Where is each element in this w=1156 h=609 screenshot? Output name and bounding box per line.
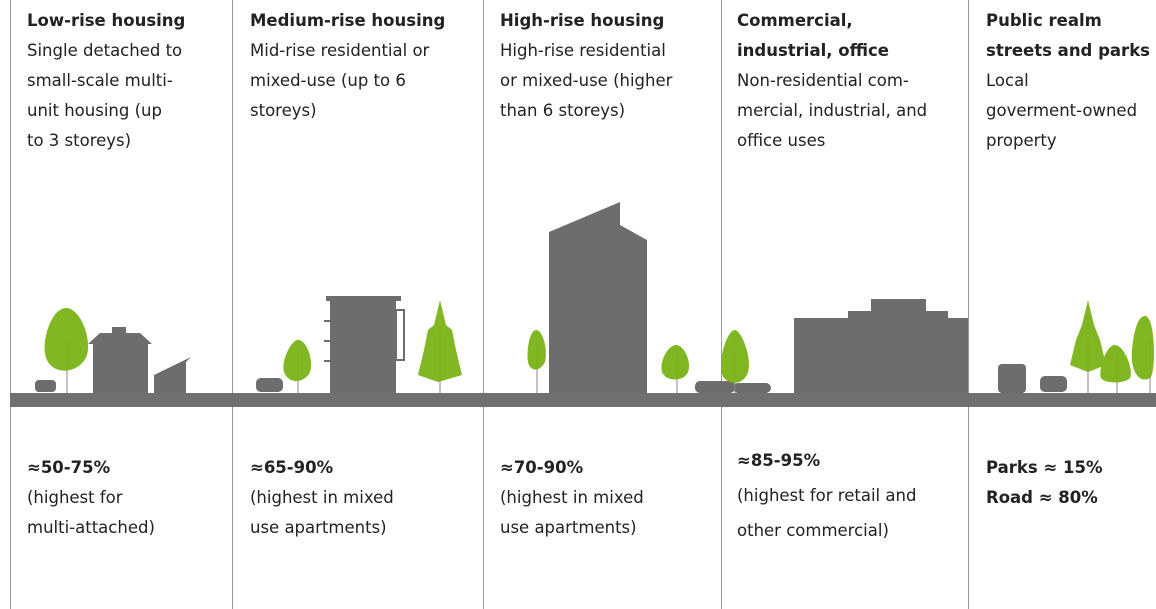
ground: [10, 393, 1156, 407]
stat-note: (highest in mixed: [500, 483, 644, 513]
stat-note: (highest in mixed: [250, 483, 394, 513]
stat-value: ≈50-75%: [27, 453, 155, 483]
column-description: mercial, industrial, and: [737, 96, 927, 126]
stat-note: use apartments): [500, 513, 644, 543]
column-title: streets and parks: [986, 36, 1156, 66]
column-description: mixed-use (up to 6: [250, 66, 445, 96]
column-description: storeys): [250, 96, 445, 126]
column-stat: Parks ≈ 15%Road ≈ 80%: [986, 453, 1156, 513]
column-description: to 3 storeys): [27, 126, 185, 156]
stat-note: (highest for retail and: [737, 478, 916, 513]
column-description: High-rise residential: [500, 36, 672, 66]
column-description: property: [986, 126, 1156, 156]
column-title: High-rise housing: [500, 6, 672, 36]
column-description: Single detached to: [27, 36, 185, 66]
column-description: Non-residential com-: [737, 66, 927, 96]
stat-note: multi-attached): [27, 513, 155, 543]
column-description: Local: [986, 66, 1156, 96]
column-title: Public realm: [986, 6, 1156, 36]
column-title: Commercial,: [737, 6, 927, 36]
stat-value: ≈65-90%: [250, 453, 394, 483]
column-description: small-scale multi-: [27, 66, 185, 96]
column-title: Medium-rise housing: [250, 6, 445, 36]
column-description: office uses: [737, 126, 927, 156]
column-description: Mid-rise residential or: [250, 36, 445, 66]
page: (() => { const data = JSON.parse(documen…: [0, 0, 1156, 609]
column-description: goverment-owned: [986, 96, 1156, 126]
column-title: Low-rise housing: [27, 6, 185, 36]
column-description: unit housing (up: [27, 96, 185, 126]
buildings: [88, 202, 968, 393]
column-title: industrial, office: [737, 36, 927, 66]
stat-note: (highest for: [27, 483, 155, 513]
stat-note: other commercial): [737, 513, 916, 548]
column-description: or mixed-use (higher: [500, 66, 672, 96]
stat-value: Parks ≈ 15%: [986, 453, 1156, 483]
column-description: than 6 storeys): [500, 96, 672, 126]
stat-value: Road ≈ 80%: [986, 483, 1156, 513]
stat-note: use apartments): [250, 513, 394, 543]
stat-value: ≈85-95%: [737, 443, 916, 478]
stat-value: ≈70-90%: [500, 453, 644, 483]
